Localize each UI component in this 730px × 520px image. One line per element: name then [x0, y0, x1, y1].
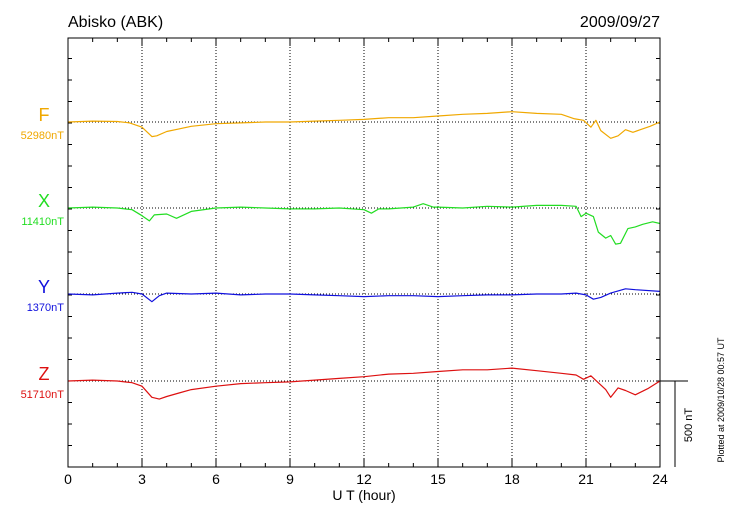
scale-bar-label: 500 nT [683, 408, 695, 443]
series-line-y [67, 288, 661, 303]
tick-marks [67, 38, 661, 467]
plot-timestamp: Plotted at 2009/10/28 00:57 UT [716, 337, 726, 463]
series-baseline-z: 51710nT [21, 389, 65, 401]
x-tick-labels: 0 3 6 9 12 15 18 21 24 [64, 471, 668, 487]
x-tick-label: 9 [286, 471, 294, 487]
series-name-y: Y [38, 277, 50, 297]
series-name-z: Z [39, 364, 50, 384]
grid [68, 38, 660, 467]
x-tick-label: 12 [356, 471, 372, 487]
series-baseline-y: 1370nT [27, 302, 65, 314]
x-tick-label: 15 [430, 471, 446, 487]
series-name-f: F [39, 105, 50, 125]
series-labels: F 52980nT X 11410nT Y 1370nT Z 51710nT [21, 105, 65, 401]
series-group [67, 111, 661, 400]
x-tick-label: 18 [504, 471, 520, 487]
chart-date: 2009/09/27 [580, 14, 660, 31]
series-line-x [67, 203, 661, 245]
x-tick-label: 21 [578, 471, 594, 487]
plot-frame [67, 37, 661, 468]
scale-bar: 500 nT [660, 380, 695, 467]
series-name-x: X [38, 191, 50, 211]
series-line-f [67, 111, 661, 139]
series-baseline-x: 11410nT [21, 216, 64, 228]
chart-title: Abisko (ABK) [68, 14, 163, 31]
x-tick-label: 6 [212, 471, 220, 487]
series-line-z [67, 367, 661, 400]
series-baseline-f: 52980nT [21, 130, 65, 142]
x-tick-label: 3 [138, 471, 146, 487]
x-axis-label: U T (hour) [332, 487, 395, 503]
x-tick-label: 0 [64, 471, 72, 487]
x-tick-label: 24 [652, 471, 668, 487]
